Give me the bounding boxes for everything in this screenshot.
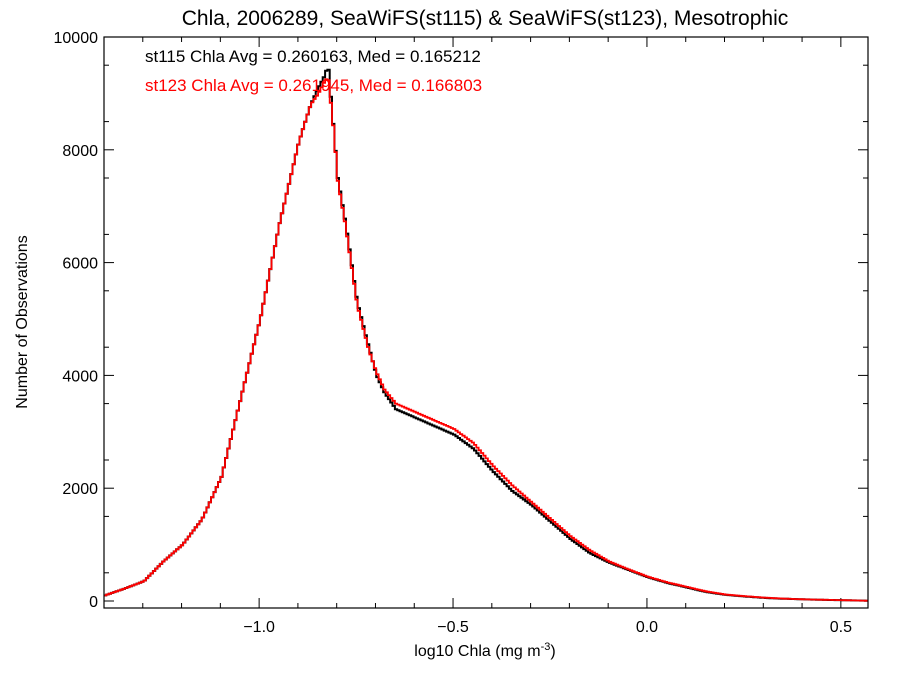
x-axis-label-main: log10 Chla (mg m — [414, 643, 540, 660]
x-axis-label-superscript: -3 — [541, 641, 551, 653]
plot-frame — [103, 36, 869, 609]
series-st123-line — [104, 78, 868, 602]
x-tick-label: −1.0 — [243, 619, 275, 636]
annotation-st123: st123 Chla Avg = 0.261945, Med = 0.16680… — [145, 76, 482, 95]
y-tick-label: 10000 — [54, 30, 99, 47]
x-tick-label: −0.5 — [437, 619, 469, 636]
chart-title: Chla, 2006289, SeaWiFS(st115) & SeaWiFS(… — [182, 7, 789, 30]
x-tick-labels: −1.0 −0.5 0.0 0.5 — [243, 619, 852, 636]
y-tick-label: 6000 — [62, 256, 98, 273]
y-tick-label: 8000 — [62, 143, 98, 160]
x-tick-label: 0.0 — [636, 619, 658, 636]
x-axis-label: log10 Chla (mg m-3) — [414, 641, 555, 660]
x-tick-label: 0.5 — [830, 619, 852, 636]
series-st115-line — [104, 68, 868, 602]
x-axis-label-close: ) — [550, 643, 555, 660]
y-tick-label: 0 — [89, 594, 98, 611]
y-tick-label: 4000 — [62, 368, 98, 385]
y-tick-label: 2000 — [62, 481, 98, 498]
y-tick-labels: 0 2000 4000 6000 8000 10000 — [54, 30, 99, 611]
tick-marks — [103, 36, 868, 608]
plot-series — [104, 68, 868, 602]
y-axis-label: Number of Observations — [14, 235, 31, 408]
annotation-st115: st115 Chla Avg = 0.260163, Med = 0.16521… — [145, 47, 481, 66]
